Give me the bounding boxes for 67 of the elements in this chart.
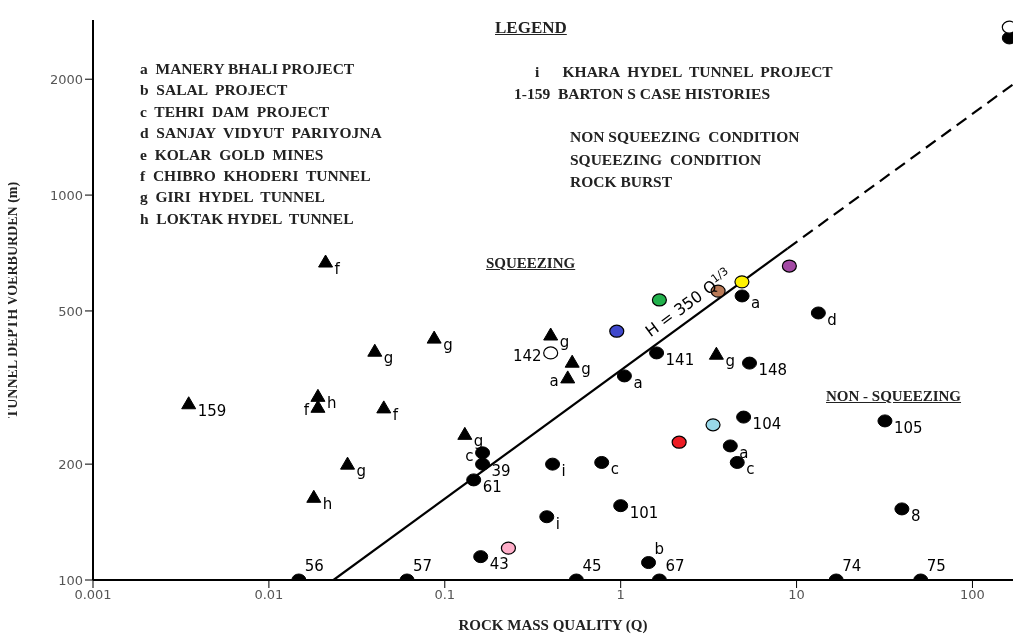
annotation: a — [739, 443, 749, 462]
annotation: c TEHRI DAM PROJECT — [140, 102, 330, 121]
x-tick-label: 10 — [788, 587, 805, 603]
annotation: i — [555, 514, 560, 533]
y-tick-label: 1000 — [49, 187, 83, 203]
annotation: 67 — [665, 557, 685, 575]
annotation: g — [383, 349, 394, 368]
annotation: 74 — [842, 557, 862, 575]
annotation: c — [746, 460, 755, 479]
legend-title: LEGEND — [495, 18, 567, 38]
y-tick-label: 2000 — [49, 71, 83, 87]
x-tick-label: 1 — [616, 587, 625, 603]
annotation: NON - SQUEEZING — [826, 387, 962, 405]
annotation: f — [392, 405, 399, 424]
annotation: 101 — [629, 503, 659, 522]
y-tick-label: 200 — [58, 456, 83, 472]
annotation: d — [827, 310, 837, 329]
y-tick-label: 100 — [58, 572, 83, 588]
annotation: g GIRI HYDEL TUNNEL — [140, 188, 325, 207]
annotation: 45 — [582, 557, 602, 575]
annotation: a MANERY BHALI PROJECT — [140, 60, 355, 78]
annotation: 43 — [489, 554, 509, 573]
annotation: g — [581, 360, 591, 379]
annotation: 159 — [197, 401, 227, 420]
annotation: e KOLAR GOLD MINES — [140, 145, 324, 164]
annotation: 104 — [752, 415, 782, 434]
annotation: 1-159 BARTON S CASE HISTORIES — [514, 85, 770, 103]
annotation: i — [561, 462, 566, 481]
annotation: c — [465, 446, 474, 465]
annotation: SQUEEZING CONDITION — [570, 151, 762, 169]
annotation: 105 — [893, 418, 923, 437]
annotation: 148 — [758, 361, 788, 380]
annotation: a — [549, 371, 559, 390]
annotation: 56 — [304, 557, 324, 575]
annotation: b SALAL PROJECT — [140, 81, 288, 100]
annotation: g — [725, 352, 735, 371]
annotation: i KHARA HYDEL TUNNEL PROJECT — [535, 63, 833, 81]
x-axis-title: ROCK MASS QUALITY (Q) — [458, 617, 648, 634]
annotation: 75 — [926, 557, 946, 575]
x-tick-label: 0.01 — [254, 587, 284, 603]
annotation: c — [610, 460, 619, 479]
annotation: 142 — [513, 346, 542, 365]
annotation: NON SQUEEZING CONDITION — [570, 128, 800, 146]
x-tick-label: 0.001 — [74, 587, 112, 603]
y-tick-label: 500 — [58, 303, 83, 319]
annotation: g — [559, 333, 570, 351]
annotation: 57 — [413, 557, 433, 575]
annotation: f CHIBRO KHODERI TUNNEL — [140, 167, 371, 185]
annotation: 8 — [910, 506, 921, 525]
annotation: b — [654, 539, 665, 558]
annotation: f — [303, 401, 310, 420]
annotation: SQUEEZING — [486, 254, 576, 272]
annotation: ROCK BURST — [570, 173, 673, 191]
annotation: g — [356, 462, 367, 481]
x-tick-label: 100 — [960, 587, 985, 603]
annotation: d SANJAY VIDYUT PARIYOJNA — [140, 124, 382, 143]
annotation: h — [322, 495, 333, 514]
annotation: a — [751, 293, 761, 312]
annotation: g — [473, 432, 484, 451]
annotation: g — [443, 336, 453, 355]
y-axis-title: TUNNEL DEPTH VOERBURDEN (m) — [4, 181, 21, 419]
annotation: 141 — [665, 350, 695, 369]
annotation: h — [326, 394, 337, 413]
annotation: f — [334, 260, 341, 279]
x-tick-label: 0.1 — [434, 587, 456, 603]
annotation: h LOKTAK HYDEL TUNNEL — [140, 209, 354, 228]
annotation: a — [633, 373, 643, 392]
